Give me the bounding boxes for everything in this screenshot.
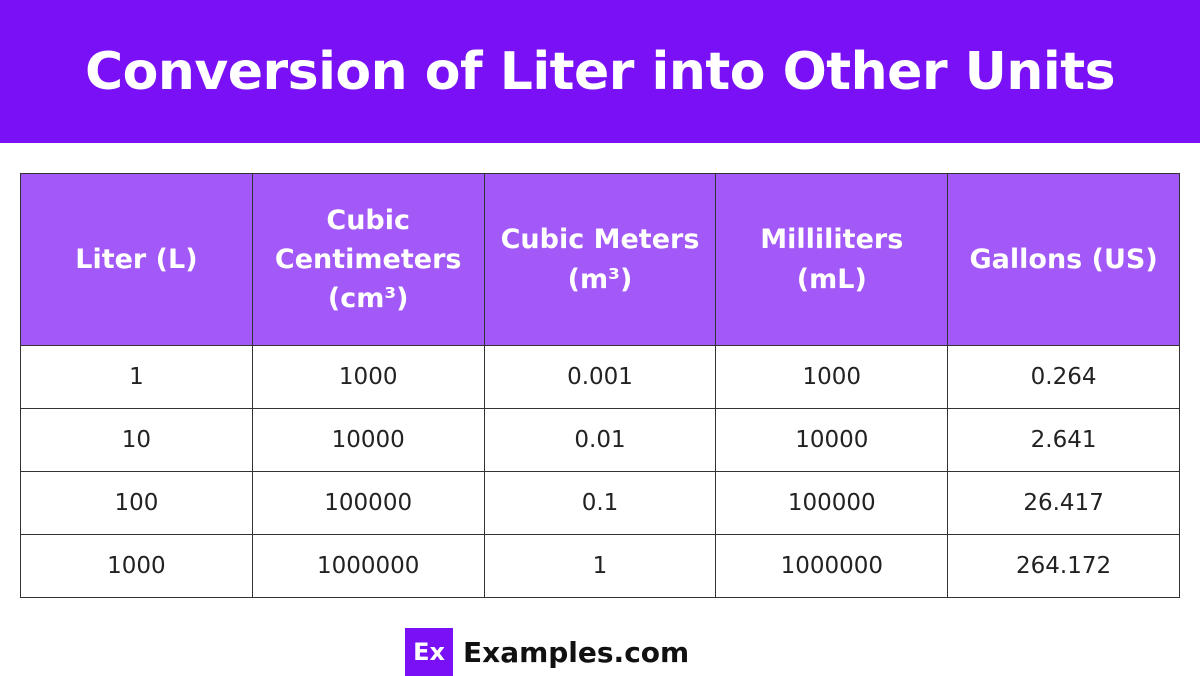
- table-cell: 1000: [251, 345, 485, 409]
- table-cell: 0.01: [483, 408, 717, 472]
- column-header: Cubic Centimeters (cm³): [251, 173, 485, 346]
- table-body: 1 1000 0.001 1000 0.264 10 10000 0.01 10000 2.641…: [20, 345, 1180, 598]
- logo: Ex: [405, 628, 453, 676]
- table-row: 1 1000 0.001 1000 0.264: [20, 345, 1180, 409]
- table-cell: 10: [20, 408, 253, 472]
- table-cell: 10000: [251, 408, 485, 472]
- header-row: Liter (L) Cubic Centimeters (cm³) Cubic Me…: [20, 173, 1180, 346]
- table-cell: 0.1: [483, 471, 717, 535]
- table-cell: 26.417: [947, 471, 1180, 535]
- table-cell: 100000: [251, 471, 485, 535]
- table-row: 100 100000 0.1 100000 26.417: [20, 471, 1180, 535]
- table-cell: 0.264: [947, 345, 1180, 409]
- brand: Examples.com: [463, 635, 690, 669]
- table-cell: 10000: [715, 408, 949, 472]
- table-cell: 100: [20, 471, 253, 535]
- column-header: Liter (L): [20, 173, 253, 346]
- column-header: Cubic Meters (m³): [483, 173, 717, 346]
- table-row: 1000 1000000 1 1000000 264.172: [20, 534, 1180, 598]
- table-cell: 1000000: [251, 534, 485, 598]
- column-header: Gallons (US): [947, 173, 1180, 346]
- conversion-table: Liter (L) Cubic Centimeters (cm³) Cubic Me…: [20, 173, 1180, 598]
- table-cell: 1000: [20, 534, 253, 598]
- banner: Conversion of Liter into Other Units: [0, 0, 1200, 143]
- table-cell: 1000: [715, 345, 949, 409]
- table-cell: 0.001: [483, 345, 717, 409]
- table-cell: 264.172: [947, 534, 1180, 598]
- table-cell: 2.641: [947, 408, 1180, 472]
- table-head: Liter (L) Cubic Centimeters (cm³) Cubic Me…: [20, 173, 1180, 346]
- table-row: 10 10000 0.01 10000 2.641: [20, 408, 1180, 472]
- table-cell: 1: [20, 345, 253, 409]
- table-cell: 1000000: [715, 534, 949, 598]
- table-cell: 1: [483, 534, 717, 598]
- title: Conversion of Liter into Other Units: [84, 41, 1116, 102]
- column-header: Milliliters (mL): [715, 173, 949, 346]
- table-cell: 100000: [715, 471, 949, 535]
- footer: Ex Examples.com: [405, 628, 689, 676]
